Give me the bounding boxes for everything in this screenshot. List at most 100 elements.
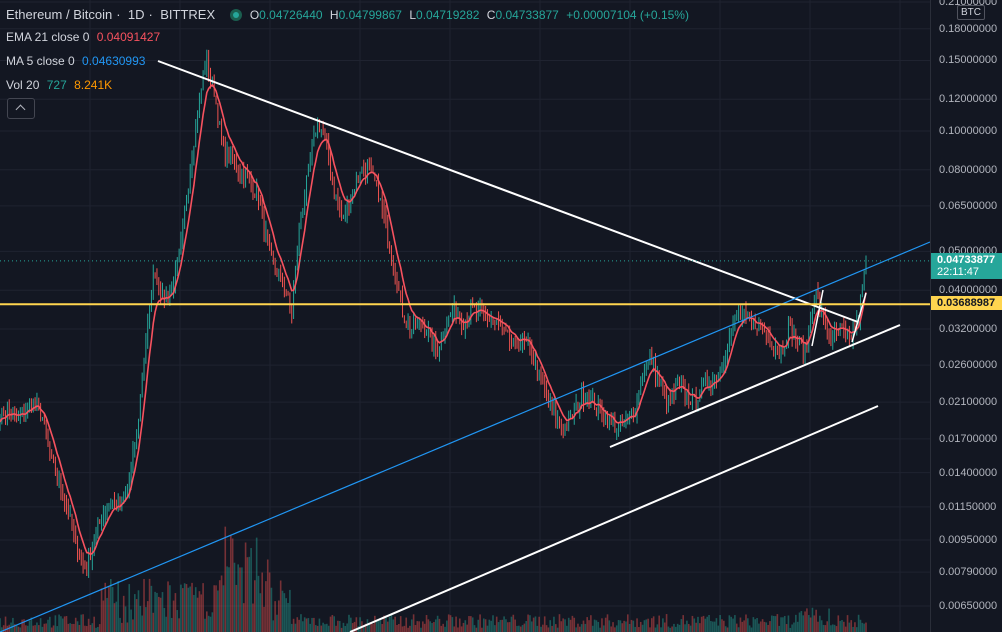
volume-bar xyxy=(752,617,755,632)
volume-bar xyxy=(122,595,125,632)
volume-bar xyxy=(385,615,387,632)
volume-bar xyxy=(43,623,46,632)
collapse-legend-button[interactable] xyxy=(7,98,35,119)
volume-bar xyxy=(623,620,625,632)
volume-bar xyxy=(128,584,131,632)
wedge-line-a[interactable] xyxy=(811,289,824,347)
currency-badge[interactable]: BTC xyxy=(957,5,985,20)
symbol-name[interactable]: Ethereum / Bitcoin xyxy=(6,7,113,22)
chart-canvas[interactable]: Ethereum / Bitcoin · 1D · BITTREX O0.04726… xyxy=(0,0,930,632)
drawings[interactable] xyxy=(0,60,930,632)
volume-bar xyxy=(257,575,260,632)
volume-bar xyxy=(298,619,300,632)
volume-bar xyxy=(167,581,169,632)
interval[interactable]: 1D xyxy=(127,7,145,22)
volume-bar xyxy=(266,559,269,632)
volume-bar xyxy=(436,615,439,632)
volume-bar xyxy=(689,625,692,632)
volume-bar xyxy=(403,625,406,632)
volume-bar xyxy=(457,627,459,632)
volume-bar xyxy=(307,618,310,632)
volume-bar xyxy=(230,534,232,632)
descending-trendline[interactable] xyxy=(157,60,859,323)
volume-bar xyxy=(326,623,328,632)
volume-bar xyxy=(60,616,62,632)
volume-bar xyxy=(795,614,797,632)
volume-bar xyxy=(562,618,564,632)
price-tick-label: 0.02100000 xyxy=(939,396,998,409)
volume-bar xyxy=(108,586,110,632)
ma-label: MA 5 close 0 xyxy=(6,54,75,68)
volume-bar xyxy=(529,615,531,632)
vol-label: Vol 20 xyxy=(6,78,40,92)
ma-legend[interactable]: MA 5 close 0 0.04630993 xyxy=(6,54,149,68)
volume-bar xyxy=(294,623,297,632)
volume-bar xyxy=(93,616,95,632)
volume-bar xyxy=(699,623,701,632)
volume-bar xyxy=(470,616,472,632)
volume-bar xyxy=(831,624,834,632)
volume-bar xyxy=(278,600,280,632)
volume-bar xyxy=(706,616,709,632)
volume-bar xyxy=(723,620,725,632)
volume-bar xyxy=(811,607,814,632)
volume-bar xyxy=(126,622,129,632)
volume-bar xyxy=(525,620,528,632)
price-chart[interactable] xyxy=(0,0,930,632)
volume-bar xyxy=(745,614,747,632)
grid xyxy=(0,0,930,632)
volume-bar xyxy=(850,620,853,632)
volume-bar xyxy=(606,614,609,632)
volume-bar xyxy=(604,617,607,632)
price-tick-label: 0.00950000 xyxy=(939,534,998,547)
support-trendline-upper[interactable] xyxy=(609,324,901,448)
volume-bar xyxy=(497,622,500,632)
volume-bar xyxy=(780,617,782,632)
volume-bar xyxy=(488,619,491,632)
volume-bar xyxy=(265,581,267,632)
volume-bar xyxy=(730,616,733,632)
volume-bar xyxy=(26,625,29,632)
volume-bar xyxy=(475,627,478,632)
volume-bar xyxy=(556,627,559,632)
volume-bar xyxy=(409,625,411,632)
volume-bar xyxy=(102,600,105,632)
volume-bar xyxy=(67,623,70,632)
volume-bar xyxy=(254,580,256,632)
volume-bar xyxy=(704,618,707,632)
wedge-line-b[interactable] xyxy=(851,292,867,343)
horizontal-level-badge[interactable]: 0.03688987 xyxy=(931,296,1002,311)
volume-bar xyxy=(658,615,660,632)
market-status-icon[interactable] xyxy=(230,9,243,21)
volume-bar xyxy=(460,626,463,632)
volume-bar xyxy=(362,625,365,632)
vol-legend[interactable]: Vol 20 727 8.241K xyxy=(6,78,116,92)
volume-bar xyxy=(386,621,389,632)
volume-bar xyxy=(602,625,605,632)
rising-channel-line[interactable] xyxy=(0,241,930,632)
support-trendline-lower[interactable] xyxy=(349,405,879,632)
volume-bar xyxy=(580,624,583,632)
volume-bar xyxy=(756,617,758,632)
volume-bar xyxy=(233,562,236,632)
volume-bar xyxy=(499,619,502,632)
volume-bar xyxy=(327,625,330,632)
volume-bar xyxy=(285,598,288,632)
volume-bar xyxy=(281,590,284,632)
volume-bar xyxy=(551,625,553,632)
volume-bar xyxy=(610,626,612,632)
volume-bar xyxy=(486,625,489,632)
volume-bar xyxy=(313,617,315,632)
price-axis[interactable]: 0.21000000 0.18000000 0.15000000 0.12000000… xyxy=(930,0,1002,632)
volume-bar xyxy=(141,615,143,632)
ema-legend[interactable]: EMA 21 close 0 0.04091427 xyxy=(6,30,164,44)
volume-bar xyxy=(56,626,59,632)
volume-bar xyxy=(512,614,515,632)
volume-bar xyxy=(348,614,350,632)
volume-bar xyxy=(710,621,712,632)
volume-bar xyxy=(608,620,611,632)
volume-bar xyxy=(222,585,225,632)
volume-bar xyxy=(521,625,524,632)
volume-bar xyxy=(774,616,777,632)
volume-bar xyxy=(100,588,103,632)
